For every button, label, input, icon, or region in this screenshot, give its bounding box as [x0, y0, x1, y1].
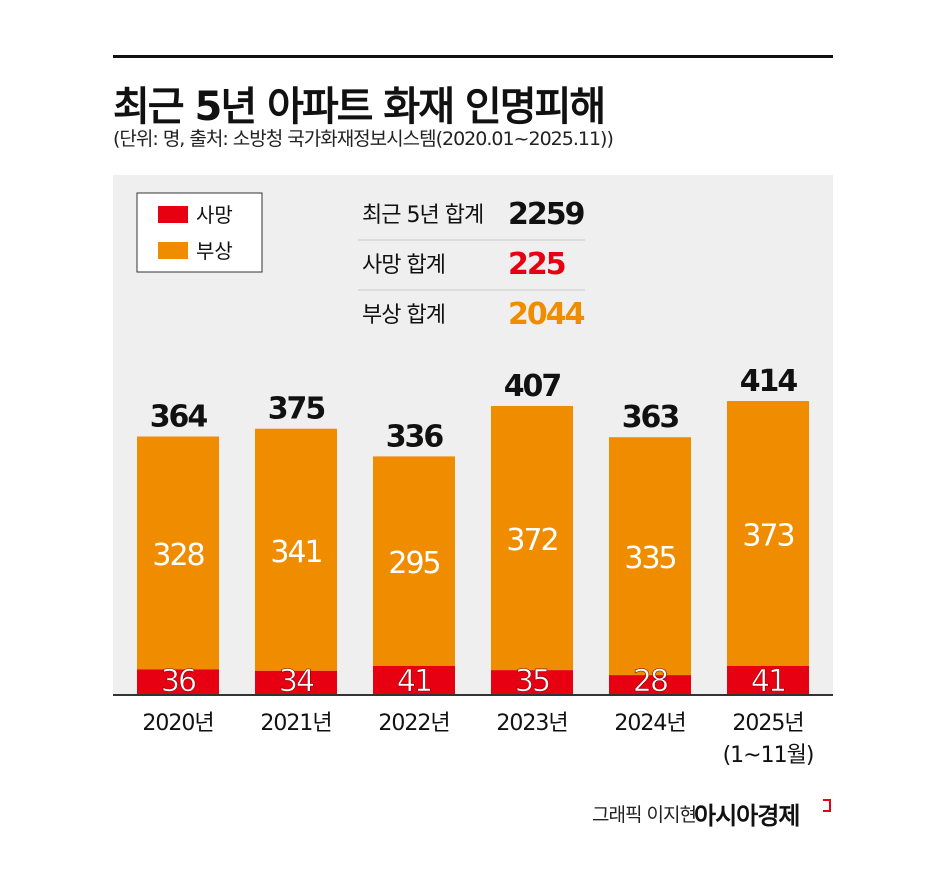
- legend: [136, 192, 263, 273]
- death-label: 41: [751, 664, 785, 699]
- x-tick-label: 2024년: [614, 711, 685, 736]
- legend-swatch-1: [158, 242, 188, 259]
- x-tick-label: 2025년: [732, 711, 803, 736]
- subtitle: (단위: 명, 출처: 소방청 국가화재정보시스템(2020.01~2025.1…: [113, 128, 614, 150]
- bar-injury: [137, 436, 219, 670]
- x-tick-label: 2021년: [260, 711, 331, 736]
- summary-label: 최근 5년 합계: [362, 203, 483, 228]
- bar-injury: [373, 456, 455, 666]
- summary-value: 2259: [508, 197, 584, 232]
- bar-injury: [491, 405, 573, 671]
- injury-label: 372: [506, 523, 557, 558]
- bar-death: [137, 669, 219, 695]
- injury-label: 341: [270, 535, 321, 570]
- legend-label: 부상: [196, 239, 233, 263]
- x-tick-label: (1~11월): [723, 743, 814, 768]
- x-tick-label: 2022년: [378, 711, 449, 736]
- injury-label: 335: [624, 541, 675, 576]
- bar-injury: [609, 437, 691, 676]
- total-label: 414: [740, 364, 798, 399]
- death-label: 41: [397, 664, 431, 699]
- total-label: 363: [622, 400, 679, 435]
- total-label: 375: [268, 392, 325, 427]
- total-label: 336: [386, 419, 444, 454]
- summary-label: 부상 합계: [362, 303, 445, 328]
- bar-death: [373, 665, 455, 695]
- bar-injury: [727, 401, 809, 666]
- logo: 아시아경제: [694, 802, 800, 830]
- x-axis: [113, 694, 833, 696]
- x-tick-label: 2020년: [142, 711, 213, 736]
- page-title: 최근 5년 아파트 화재 인명피해: [113, 84, 606, 130]
- x-tick-label: 2023년: [496, 711, 567, 736]
- total-label: 407: [504, 369, 561, 404]
- logo-mark-icon: [823, 799, 831, 812]
- death-label: 35: [515, 664, 549, 699]
- legend-swatch-0: [158, 206, 188, 223]
- credit: 그래픽 이지현: [592, 804, 697, 826]
- bar-injury: [255, 428, 337, 671]
- summary-value: 225: [508, 247, 565, 282]
- bar-death: [727, 665, 809, 695]
- injury-label: 373: [742, 518, 793, 553]
- top-rule: [113, 55, 833, 58]
- summary-label: 사망 합계: [362, 253, 445, 278]
- summary-value: 2044: [508, 297, 585, 332]
- legend-label: 사망: [196, 203, 233, 227]
- injury-label: 295: [388, 546, 439, 581]
- bar-death: [255, 670, 337, 695]
- bar-death: [491, 670, 573, 695]
- death-label: 34: [279, 664, 314, 699]
- injury-label: 328: [152, 538, 204, 573]
- death-label: 36: [161, 664, 196, 699]
- bar-death: [609, 675, 691, 695]
- total-label: 364: [150, 400, 208, 435]
- death-label: 28: [633, 664, 668, 699]
